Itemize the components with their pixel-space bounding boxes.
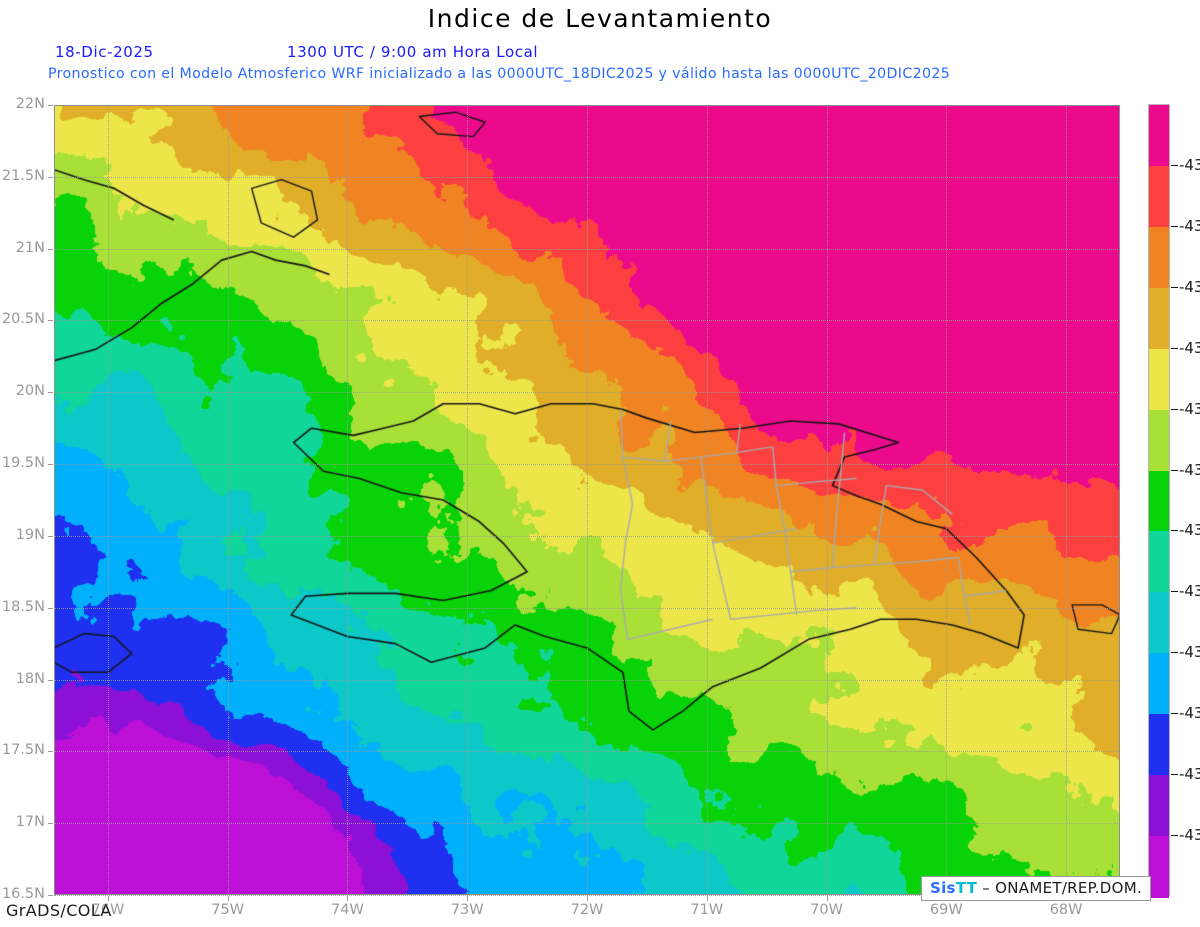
colorbar-tick bbox=[1171, 652, 1178, 654]
colorbar-label: -43.3 bbox=[1179, 521, 1200, 540]
lat-tick bbox=[48, 464, 53, 466]
lon-tick bbox=[227, 896, 229, 901]
colorbar-label: -43.6 bbox=[1179, 826, 1200, 845]
colorbar-tick bbox=[1171, 164, 1178, 166]
colorbar-segment bbox=[1149, 226, 1169, 289]
colorbar-tick bbox=[1171, 835, 1178, 837]
colorbar-tick bbox=[1171, 347, 1178, 349]
contour-field bbox=[54, 105, 1120, 895]
colorbar-tick bbox=[1171, 469, 1178, 471]
agency-logo: SisTT – ONAMET/REP.DOM. bbox=[921, 876, 1152, 901]
lon-tick bbox=[467, 896, 469, 901]
lat-label: 18N bbox=[15, 670, 45, 687]
lat-label: 20N bbox=[15, 383, 45, 400]
colorbar-segment bbox=[1149, 105, 1169, 167]
colorbar-segment bbox=[1149, 165, 1169, 228]
lat-label: 21N bbox=[15, 239, 45, 256]
lat-label: 20.5N bbox=[1, 311, 45, 328]
colorbar-label: -43.0 bbox=[1179, 155, 1200, 174]
lat-tick bbox=[48, 823, 53, 825]
colorbar-segment bbox=[1149, 348, 1169, 411]
lon-label: 74W bbox=[331, 902, 364, 918]
lat-label: 19.5N bbox=[1, 455, 45, 472]
lat-tick bbox=[48, 607, 53, 609]
colorbar-label: -43.1 bbox=[1179, 277, 1200, 296]
model-description: Pronostico con el Modelo Atmosferico WRF… bbox=[48, 66, 951, 82]
lon-label: 71W bbox=[690, 902, 724, 918]
colorbar-tick bbox=[1171, 408, 1178, 410]
forecast-time: 1300 UTC / 9:00 am Hora Local bbox=[287, 43, 539, 61]
logo-tt-text: TT bbox=[955, 879, 978, 897]
colorbar-label: -43.3 bbox=[1179, 460, 1200, 479]
lat-label: 21.5N bbox=[1, 167, 45, 184]
colorbar-segment bbox=[1149, 836, 1169, 898]
colorbar-tick bbox=[1171, 591, 1178, 593]
colorbar-label: -43.4 bbox=[1179, 582, 1200, 601]
lat-label: 22N bbox=[15, 96, 45, 112]
colorbar-label: -43.2 bbox=[1179, 399, 1200, 418]
lat-tick bbox=[48, 392, 53, 394]
colorbar-label: -43.2 bbox=[1179, 338, 1200, 357]
lon-label: 72W bbox=[570, 902, 604, 918]
colorbar-segment bbox=[1149, 531, 1169, 593]
lon-label: 76W bbox=[91, 902, 125, 918]
logo-agency-text: – ONAMET/REP.DOM. bbox=[982, 879, 1143, 897]
lat-tick bbox=[48, 751, 53, 753]
colorbar-segment bbox=[1149, 287, 1169, 350]
lon-label: 73W bbox=[450, 902, 484, 918]
lon-tick bbox=[587, 896, 588, 901]
lat-tick bbox=[48, 248, 53, 250]
lon-label: 70W bbox=[810, 902, 843, 918]
colorbar-segment bbox=[1149, 470, 1169, 533]
lat-label: 16.5N bbox=[1, 886, 45, 902]
lat-label: 18.5N bbox=[1, 598, 45, 615]
colorbar-label: -43.4 bbox=[1179, 643, 1200, 662]
colorbar-tick bbox=[1171, 713, 1178, 715]
lat-label: 17.5N bbox=[1, 742, 45, 759]
page-title: Indice de Levantamiento bbox=[427, 4, 773, 33]
lon-tick bbox=[826, 896, 828, 901]
colorbar-label: -43.1 bbox=[1179, 216, 1200, 235]
colorbar-tick bbox=[1171, 774, 1178, 776]
colorbar-tick bbox=[1171, 530, 1178, 532]
map-plot-area bbox=[54, 105, 1120, 896]
lon-tick bbox=[706, 896, 708, 901]
colorbar-label: -43.5 bbox=[1179, 704, 1200, 723]
colorbar-segment bbox=[1149, 409, 1169, 472]
colorbar-segment bbox=[1149, 653, 1169, 715]
lat-tick bbox=[48, 320, 53, 322]
lat-tick bbox=[48, 535, 53, 537]
lon-label: 68W bbox=[1049, 902, 1083, 918]
lat-label: 17N bbox=[15, 814, 45, 831]
colorbar bbox=[1148, 104, 1170, 898]
colorbar-segment bbox=[1149, 714, 1169, 776]
forecast-date: 18-Dic-2025 bbox=[55, 43, 154, 61]
lon-tick bbox=[347, 896, 349, 901]
lon-label: 69W bbox=[929, 902, 963, 918]
lat-tick bbox=[48, 176, 53, 178]
lat-tick bbox=[48, 105, 53, 106]
colorbar-segment bbox=[1149, 592, 1169, 654]
lon-label: 75W bbox=[211, 902, 245, 918]
subtitle-row: 18-Dic-2025 1300 UTC / 9:00 am Hora Loca… bbox=[55, 43, 1155, 63]
colorbar-segment bbox=[1149, 775, 1169, 837]
lat-tick bbox=[48, 895, 53, 896]
colorbar-tick bbox=[1171, 225, 1178, 227]
grads-credit: GrADS/COLA bbox=[6, 901, 112, 920]
lon-tick bbox=[107, 896, 109, 901]
lat-label: 19N bbox=[15, 526, 45, 543]
lat-tick bbox=[48, 679, 53, 681]
colorbar-label: -43.5 bbox=[1179, 765, 1200, 784]
logo-sis-text: Sis bbox=[930, 879, 956, 897]
colorbar-tick bbox=[1171, 286, 1178, 288]
